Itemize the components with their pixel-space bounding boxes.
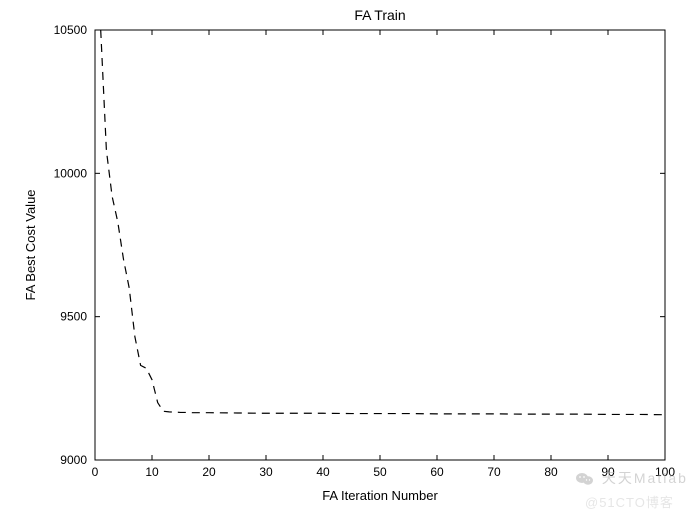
svg-text:30: 30 — [259, 465, 273, 479]
svg-text:9500: 9500 — [60, 310, 87, 324]
svg-text:9000: 9000 — [60, 453, 87, 467]
svg-text:10500: 10500 — [54, 23, 88, 37]
svg-text:100: 100 — [655, 465, 675, 479]
svg-text:70: 70 — [487, 465, 501, 479]
svg-text:20: 20 — [202, 465, 216, 479]
svg-text:60: 60 — [430, 465, 444, 479]
chart-title: FA Train — [354, 7, 405, 23]
svg-text:80: 80 — [544, 465, 558, 479]
svg-text:0: 0 — [92, 465, 99, 479]
fa-train-chart: 0 10 20 30 40 50 60 70 80 90 100 9000 9500 10000 10500… — [0, 0, 700, 525]
svg-text:90: 90 — [601, 465, 615, 479]
svg-text:50: 50 — [373, 465, 387, 479]
svg-text:40: 40 — [316, 465, 330, 479]
x-axis-label: FA Iteration Number — [322, 488, 438, 503]
svg-text:10: 10 — [145, 465, 159, 479]
svg-text:10000: 10000 — [54, 166, 88, 180]
y-axis-label: FA Best Cost Value — [23, 189, 38, 300]
